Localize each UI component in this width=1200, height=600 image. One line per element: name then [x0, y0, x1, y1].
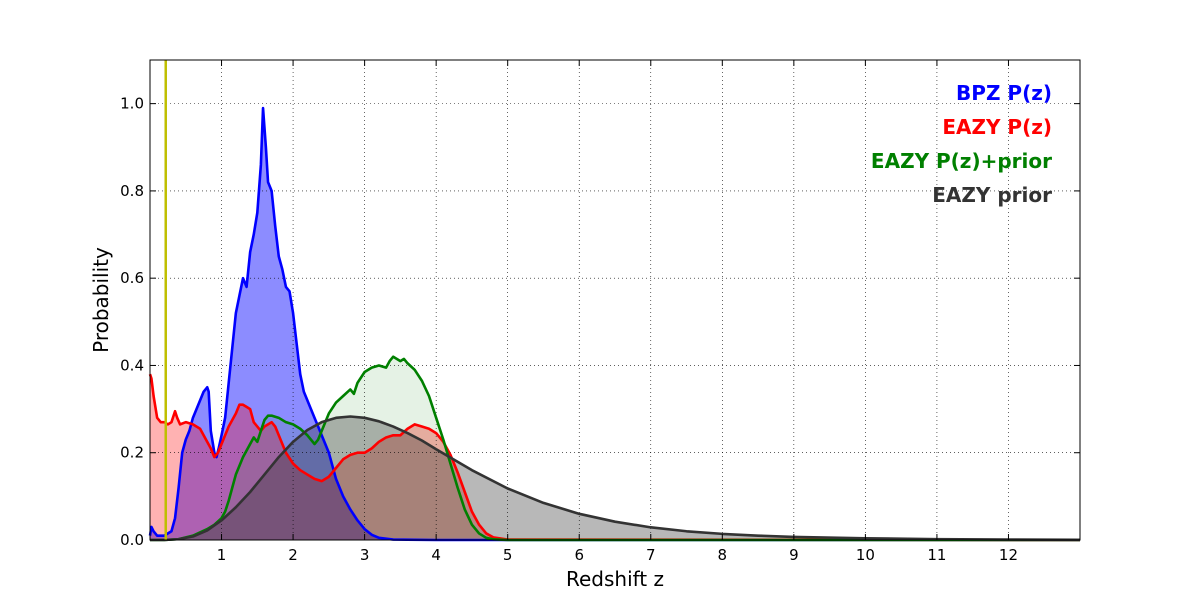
x-tick-label: 12: [999, 546, 1018, 564]
x-tick-label: 11: [927, 546, 946, 564]
legend: BPZ P(z) EAZY P(z) EAZY P(z)+prior EAZY pri…: [871, 81, 1052, 207]
eazy-p-z-line: [148, 373, 1081, 542]
plot-frame: [149, 59, 1081, 541]
y-axis-ticks: 0.0 0.2 0.4 0.6 0.8 1.0: [120, 95, 1080, 549]
x-tick-label: 1: [217, 546, 227, 564]
x-axis-ticks: 1 2 3 4 5 6 7 8 9 10 11 12: [217, 60, 1018, 564]
legend-eazy-prior: EAZY prior: [932, 183, 1052, 207]
legend-bpz-p-z: BPZ P(z): [956, 81, 1052, 105]
eazy-p-z-prior-area: [150, 356, 1080, 540]
grid: [150, 60, 1080, 541]
x-tick-label: 3: [360, 546, 370, 564]
y-tick-label: 0.8: [120, 182, 144, 200]
x-tick-label: 7: [646, 546, 656, 564]
y-tick-label: 1.0: [120, 95, 144, 113]
y-tick-label: 0.0: [120, 531, 144, 549]
x-tick-label: 8: [718, 546, 728, 564]
bpz-p-z-area: [150, 108, 1080, 540]
eazy-prior-area: [150, 416, 1080, 540]
legend-eazy-p-z: EAZY P(z): [942, 115, 1052, 139]
series-lines: [148, 106, 1081, 542]
x-tick-label: 2: [288, 546, 298, 564]
eazy-p-z-prior-line: [150, 355, 1080, 542]
x-tick-label: 10: [856, 546, 875, 564]
bpz-p-z-line: [148, 106, 1080, 542]
y-axis-label: Probability: [89, 247, 113, 353]
x-tick-label: 9: [789, 546, 799, 564]
x-tick-label: 6: [574, 546, 584, 564]
y-tick-label: 0.6: [120, 269, 144, 287]
legend-eazy-p-z-prior: EAZY P(z)+prior: [871, 149, 1052, 173]
eazy-prior-line: [150, 415, 1081, 542]
y-tick-label: 0.2: [120, 444, 144, 462]
x-tick-label: 5: [503, 546, 513, 564]
x-axis-label: Redshift z: [566, 567, 664, 591]
x-tick-label: 4: [431, 546, 441, 564]
y-tick-label: 0.4: [120, 356, 144, 374]
eazy-p-z-area: [150, 374, 1080, 540]
series-fills: [150, 108, 1080, 540]
